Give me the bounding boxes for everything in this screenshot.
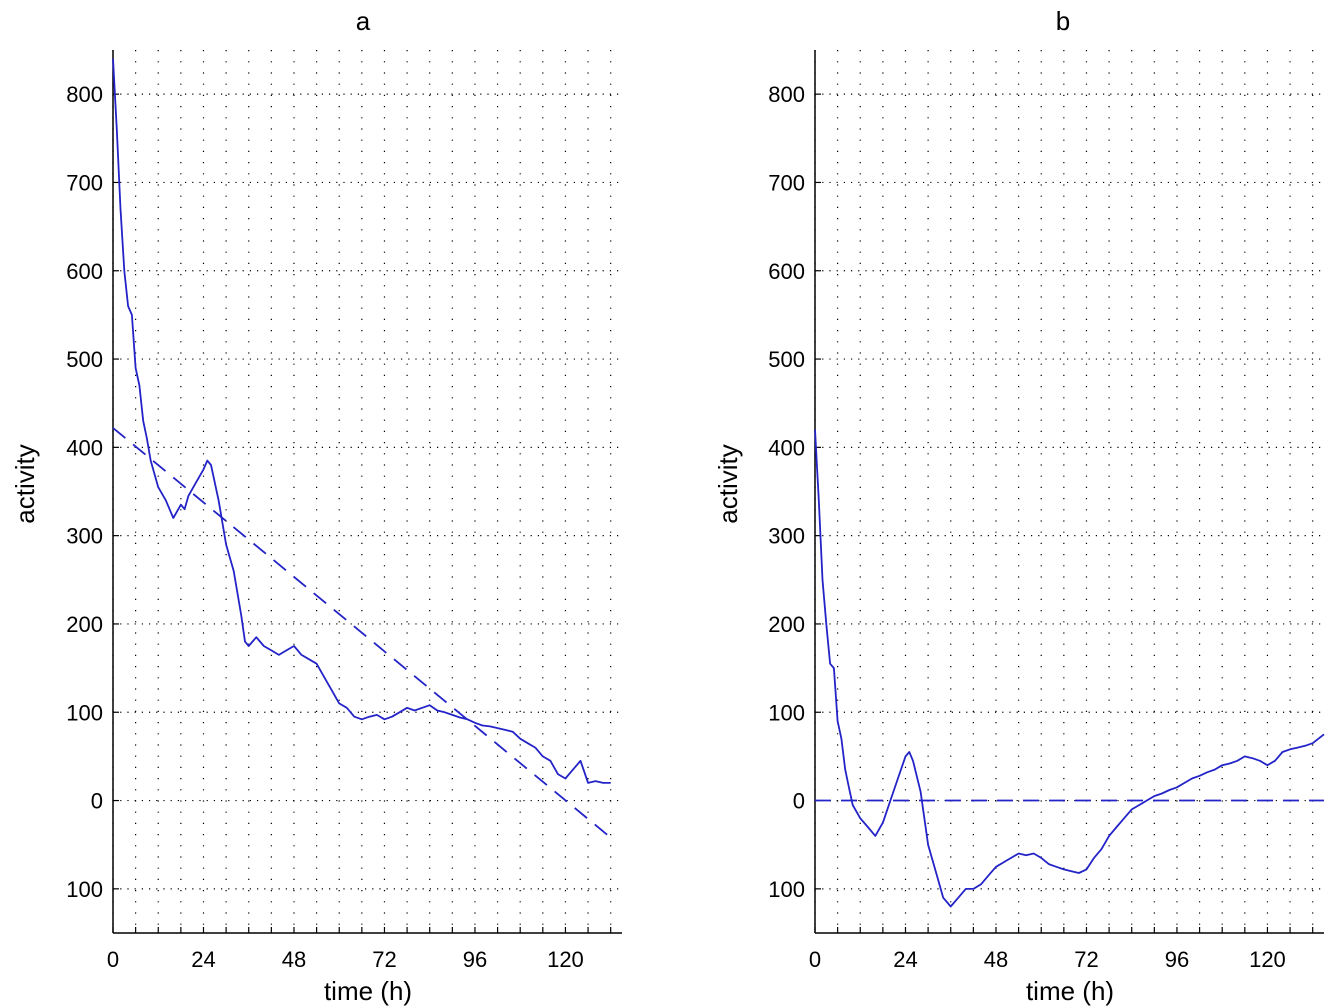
y-axis-label: activity [10,444,40,523]
y-tick-label: 300 [768,524,805,549]
y-tick-label: 300 [66,524,103,549]
x-tick-label: 72 [372,947,396,972]
x-tick-label: 120 [1249,947,1286,972]
series-line [112,58,611,784]
x-tick-label: 24 [893,947,917,972]
x-tick-label: 24 [191,947,215,972]
y-tick-label: 700 [768,170,805,195]
grid [112,50,622,933]
panel-title: b [1056,6,1070,36]
y-tick-label: 200 [66,612,103,637]
y-tick-label: 600 [66,259,103,284]
y-tick-label: 500 [66,347,103,372]
x-axis-label: time (h) [1026,976,1114,1006]
axes: 800 700 600 500 400 300 200 100 0 100 0 24 48 72 96 120 [768,50,1324,972]
y-tick-label: 800 [66,82,103,107]
series-group [814,429,1325,908]
y-tick-label: 800 [768,82,805,107]
axes: 800 700 600 500 400 300 200 100 0 100 0 24 48 72 96 120 [66,50,622,972]
x-tick-label: 120 [547,947,584,972]
series-group [112,58,612,839]
x-tick-label: 96 [1165,947,1189,972]
panel-b: b activity time (h) 800 700 600 500 400 300 20… [713,6,1325,1006]
series-line [814,429,1325,908]
y-tick-label: 200 [768,612,805,637]
y-tick-label: 600 [768,259,805,284]
trend-line-dashed [112,427,612,839]
x-tick-label: 48 [282,947,306,972]
y-tick-label: 100 [768,877,805,902]
y-tick-label: 400 [66,435,103,460]
x-tick-label: 96 [463,947,487,972]
y-tick-label: 0 [793,789,805,814]
x-tick-label: 48 [984,947,1008,972]
y-tick-label: 100 [66,700,103,725]
x-tick-label: 0 [107,947,119,972]
y-tick-label: 100 [768,700,805,725]
y-tick-label: 500 [768,347,805,372]
x-tick-label: 0 [809,947,821,972]
y-tick-label: 400 [768,435,805,460]
grid [814,50,1324,933]
x-tick-label: 72 [1074,947,1098,972]
y-tick-label: 0 [91,789,103,814]
panel-title: a [356,6,371,36]
panel-a: a activity time (h) 800 700 600 500 400 300 20… [10,6,622,1006]
y-tick-label: 700 [66,170,103,195]
y-axis-label: activity [713,444,743,523]
y-tick-label: 100 [66,877,103,902]
x-axis-label: time (h) [324,976,412,1006]
